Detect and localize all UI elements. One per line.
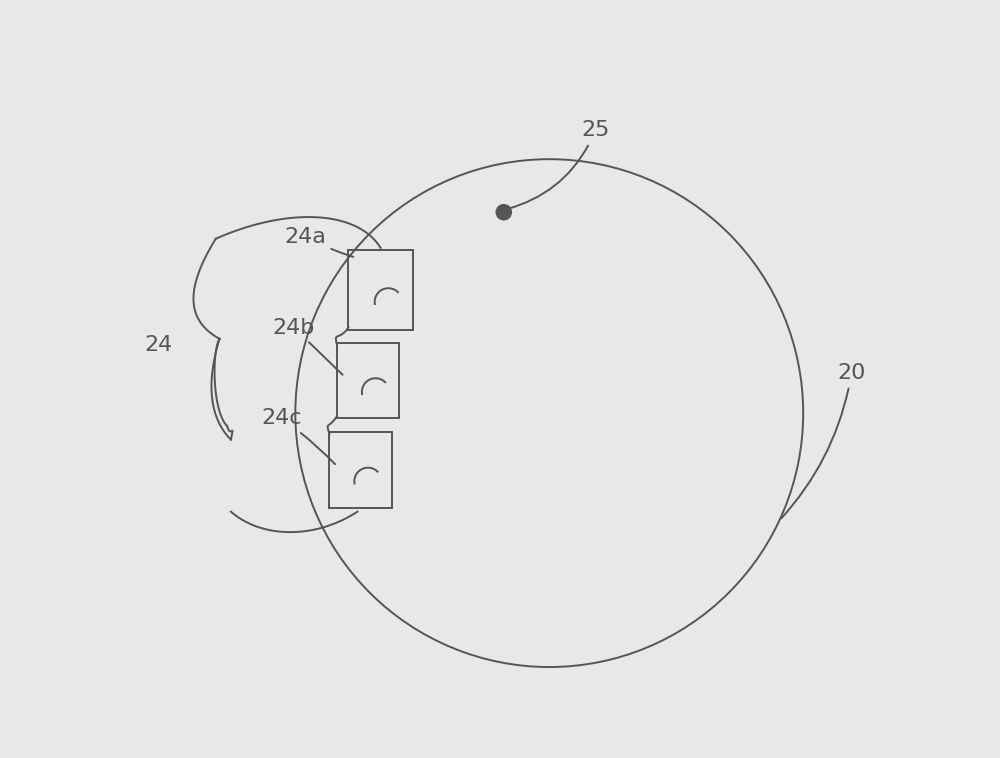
Bar xyxy=(337,343,399,418)
Text: 24a: 24a xyxy=(284,227,353,257)
Text: 24: 24 xyxy=(145,335,173,355)
Bar xyxy=(329,432,392,508)
Text: 25: 25 xyxy=(506,121,609,209)
Circle shape xyxy=(496,205,511,220)
Text: 20: 20 xyxy=(781,363,866,518)
Text: 24b: 24b xyxy=(273,318,343,374)
Bar xyxy=(348,250,413,330)
Text: 24c: 24c xyxy=(261,409,335,464)
